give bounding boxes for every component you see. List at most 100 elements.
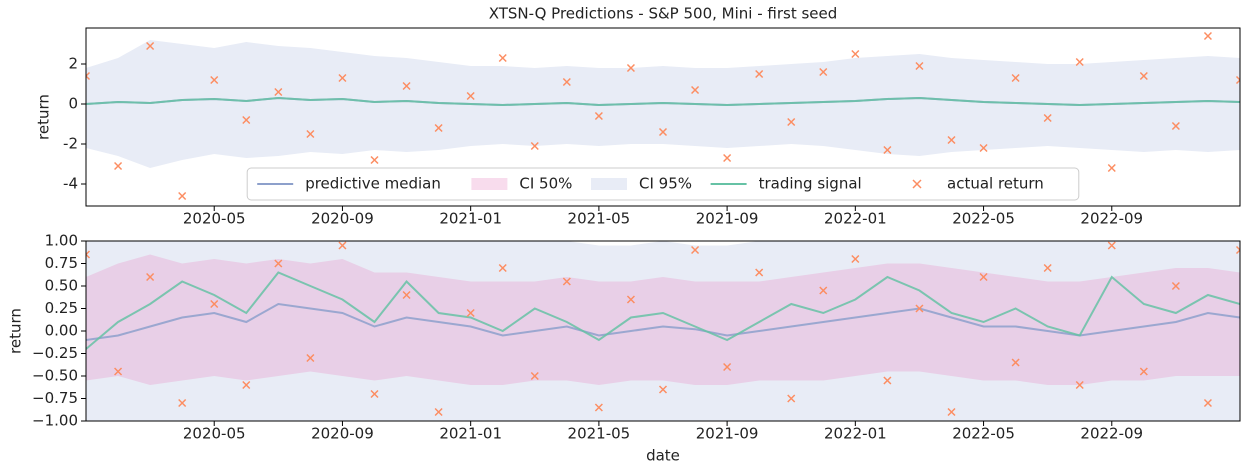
scatter-point xyxy=(787,394,796,403)
scatter-point xyxy=(210,299,219,309)
scatter-point xyxy=(402,81,411,91)
x-tick-label: 2022-05 xyxy=(952,425,1015,443)
y-tick-label: 0.50 xyxy=(45,277,78,295)
scatter-point xyxy=(1235,75,1240,85)
scatter-point xyxy=(594,403,603,412)
x-tick-label: 2021-05 xyxy=(568,425,631,443)
scatter-point xyxy=(306,353,315,363)
legend-label: CI 95% xyxy=(639,175,692,193)
scatter-point xyxy=(86,71,91,81)
scatter-point xyxy=(626,63,635,73)
y-tick-label: −0.75 xyxy=(32,389,78,407)
scatter-point xyxy=(1203,31,1212,41)
y-tick-label: 1.00 xyxy=(45,232,78,250)
chart-title: XTSN-Q Predictions - S&P 500, Mini - fir… xyxy=(489,5,838,23)
legend-label: CI 50% xyxy=(519,175,572,193)
scatter-point xyxy=(498,53,507,63)
scatter-point xyxy=(1139,367,1148,376)
line xyxy=(86,271,1240,350)
y-tick-label: −0.25 xyxy=(32,344,78,362)
scatter-point xyxy=(819,67,828,77)
scatter-point xyxy=(146,272,155,282)
y-tick-label: 0.00 xyxy=(45,322,78,340)
scatter-point xyxy=(658,385,668,394)
scatter-point xyxy=(146,41,155,51)
scatter-point xyxy=(1043,263,1052,273)
y-tick-label: 0 xyxy=(68,95,78,113)
scatter-point xyxy=(338,241,347,250)
scatter-point xyxy=(86,250,91,259)
scatter-point xyxy=(242,380,251,390)
x-tick-label: 2021-05 xyxy=(568,210,631,228)
y-tick-label: -2 xyxy=(63,135,78,153)
scatter-point xyxy=(1171,121,1180,131)
scatter-point xyxy=(691,245,700,255)
scatter-point xyxy=(915,304,924,313)
scatter-point xyxy=(979,143,988,153)
ci-band xyxy=(86,254,1240,385)
scatter-point xyxy=(370,155,379,165)
scatter-point xyxy=(851,49,860,59)
x-tick-label: 2022-09 xyxy=(1080,210,1143,228)
y-axis-label: return xyxy=(7,308,25,354)
ci-band xyxy=(86,241,1240,421)
scatter-point xyxy=(1139,71,1148,81)
scatter-point xyxy=(1011,73,1020,83)
x-tick-label: 2021-09 xyxy=(696,425,759,443)
scatter-point xyxy=(1107,163,1116,173)
scatter-point xyxy=(562,77,571,87)
scatter-point xyxy=(530,371,539,381)
line xyxy=(86,96,1240,107)
scatter-point xyxy=(306,129,315,139)
legend-label: predictive median xyxy=(305,175,441,193)
legend-swatch xyxy=(912,179,922,189)
scatter-point xyxy=(274,259,283,268)
scatter-point xyxy=(434,123,443,133)
scatter-point xyxy=(402,290,411,300)
x-tick-label: 2021-01 xyxy=(439,425,502,443)
line xyxy=(86,302,1240,341)
legend: predictive median CI 50% CI 95% trading sig… xyxy=(246,167,1080,201)
plot-frame xyxy=(85,27,1241,207)
scatter-point xyxy=(658,127,668,137)
scatter-point xyxy=(114,367,123,376)
legend-swatch xyxy=(471,178,508,190)
scatter-point xyxy=(1107,241,1116,250)
scatter-point xyxy=(1075,57,1084,67)
scatter-point xyxy=(851,254,860,264)
x-tick-label: 2022-09 xyxy=(1080,425,1143,443)
scatter-point xyxy=(1171,281,1180,291)
scatter-point xyxy=(883,376,892,385)
x-tick-label: 2021-09 xyxy=(696,210,759,228)
legend-swatch xyxy=(591,178,627,190)
x-tick-label: 2020-09 xyxy=(311,210,374,228)
scatter-point xyxy=(947,135,956,145)
scatter-point xyxy=(1203,398,1212,408)
x-tick-label: 2020-05 xyxy=(183,425,246,443)
scatter-point xyxy=(883,145,892,155)
scatter-point xyxy=(178,398,187,408)
x-tick-label: 2020-05 xyxy=(183,210,246,228)
scatter-point xyxy=(242,115,251,125)
legend-label: trading signal xyxy=(759,175,862,193)
x-tick-label: 2022-05 xyxy=(952,210,1015,228)
scatter-point xyxy=(210,75,219,85)
scatter-point xyxy=(979,272,988,282)
x-tick-label: 2022-01 xyxy=(824,210,887,228)
scatter-point xyxy=(498,263,507,273)
scatter-point xyxy=(466,91,475,101)
y-tick-label: 0.75 xyxy=(45,254,78,272)
scatter-point xyxy=(530,141,539,151)
x-tick-label: 2021-01 xyxy=(439,210,502,228)
y-tick-label: −0.50 xyxy=(32,367,78,385)
y-tick-label: 0.25 xyxy=(45,299,78,317)
legend-box xyxy=(246,167,1080,201)
scatter-point xyxy=(1075,380,1084,390)
scatter-point xyxy=(915,61,924,71)
scatter-point xyxy=(114,161,123,171)
scatter-point xyxy=(723,362,732,372)
scatter-point xyxy=(787,117,796,127)
scatter-point xyxy=(755,268,764,277)
scatter-point xyxy=(1011,358,1020,367)
